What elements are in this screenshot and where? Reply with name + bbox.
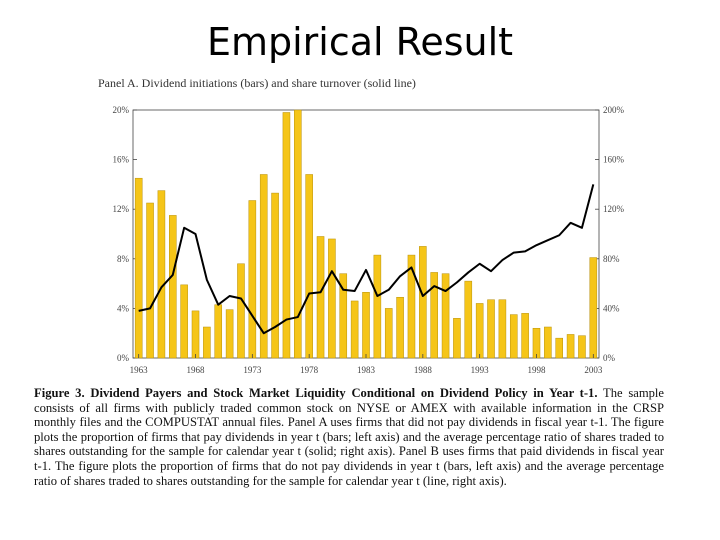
bar-1992 — [464, 280, 473, 359]
bar-1995 — [498, 299, 507, 359]
right-axis-ticks: 0% 40% 80% 120% 160% 200% — [595, 105, 625, 363]
bar-1972 — [237, 263, 245, 359]
caption-text: The sample consists of all firms with pu… — [34, 386, 664, 488]
bar-1964 — [146, 202, 154, 359]
bar-1971 — [225, 309, 234, 359]
bar-1976 — [282, 112, 291, 359]
x-tick-label: 1988 — [414, 365, 433, 375]
x-tick-label: 1983 — [357, 365, 376, 375]
left-tick-label: 20% — [113, 105, 130, 115]
left-tick-label: 16% — [113, 155, 130, 165]
bar-1979 — [316, 236, 325, 359]
x-axis-ticks: 1963 1968 1973 1978 1983 1988 1993 1998 2003 — [130, 354, 603, 375]
panel-title: Panel A. Dividend initiations (bars) and… — [98, 76, 416, 90]
bar-1973 — [248, 200, 257, 359]
right-tick-label: 0% — [603, 353, 616, 363]
bar-2003 — [589, 257, 598, 359]
bar-1963 — [134, 177, 143, 359]
bar-1997 — [521, 313, 529, 359]
turnover-line — [138, 184, 595, 335]
left-tick-label: 12% — [113, 204, 130, 214]
right-tick-label: 80% — [603, 254, 620, 264]
bar-2000 — [555, 337, 564, 359]
bar-1970 — [214, 304, 223, 359]
bar-2001 — [566, 334, 575, 359]
bar-1999 — [544, 326, 552, 359]
bar-1986 — [396, 296, 404, 359]
left-tick-label: 0% — [117, 353, 130, 363]
bar-1965 — [157, 190, 166, 359]
bar-1978 — [305, 174, 313, 359]
bar-series — [134, 109, 598, 359]
figure-caption: Figure 3. Dividend Payers and Stock Mark… — [34, 386, 664, 488]
right-tick-label: 200% — [603, 105, 625, 115]
bar-1981 — [339, 273, 348, 359]
bar-1989 — [430, 272, 438, 359]
bar-1993 — [475, 303, 484, 359]
x-tick-label: 1968 — [187, 365, 206, 375]
right-tick-label: 40% — [603, 303, 620, 313]
bar-1969 — [203, 326, 211, 359]
x-tick-label: 1963 — [130, 365, 149, 375]
x-tick-label: 2003 — [584, 365, 603, 375]
slide-title: Empirical Result — [206, 20, 514, 64]
caption-label: Figure 3. Dividend Payers and Stock Mark… — [34, 386, 598, 400]
bar-1974 — [259, 174, 268, 359]
right-tick-label: 160% — [603, 155, 625, 165]
bar-1977 — [294, 109, 302, 359]
bar-1984 — [373, 254, 382, 359]
bar-2002 — [578, 335, 586, 359]
bar-1994 — [487, 299, 495, 359]
bar-1988 — [419, 246, 427, 359]
bar-1987 — [407, 254, 416, 359]
bar-1996 — [509, 314, 518, 359]
left-tick-label: 8% — [117, 254, 130, 264]
line-series — [138, 184, 595, 335]
bar-1967 — [180, 284, 188, 359]
bar-1975 — [271, 192, 279, 359]
bar-1985 — [384, 308, 393, 359]
left-tick-label: 4% — [117, 303, 130, 313]
dividend-chart: Panel A. Dividend initiations (bars) and… — [98, 76, 625, 375]
bar-1990 — [441, 273, 450, 359]
bar-1983 — [362, 292, 370, 359]
x-tick-label: 1998 — [527, 365, 546, 375]
x-tick-label: 1978 — [300, 365, 319, 375]
right-tick-label: 120% — [603, 204, 625, 214]
bar-1980 — [328, 238, 336, 359]
x-tick-label: 1993 — [471, 365, 490, 375]
x-tick-label: 1973 — [243, 365, 262, 375]
bar-1991 — [453, 318, 461, 359]
bar-1998 — [532, 327, 541, 359]
bar-1968 — [191, 310, 200, 359]
bar-1982 — [350, 300, 359, 359]
bar-1966 — [169, 215, 177, 359]
